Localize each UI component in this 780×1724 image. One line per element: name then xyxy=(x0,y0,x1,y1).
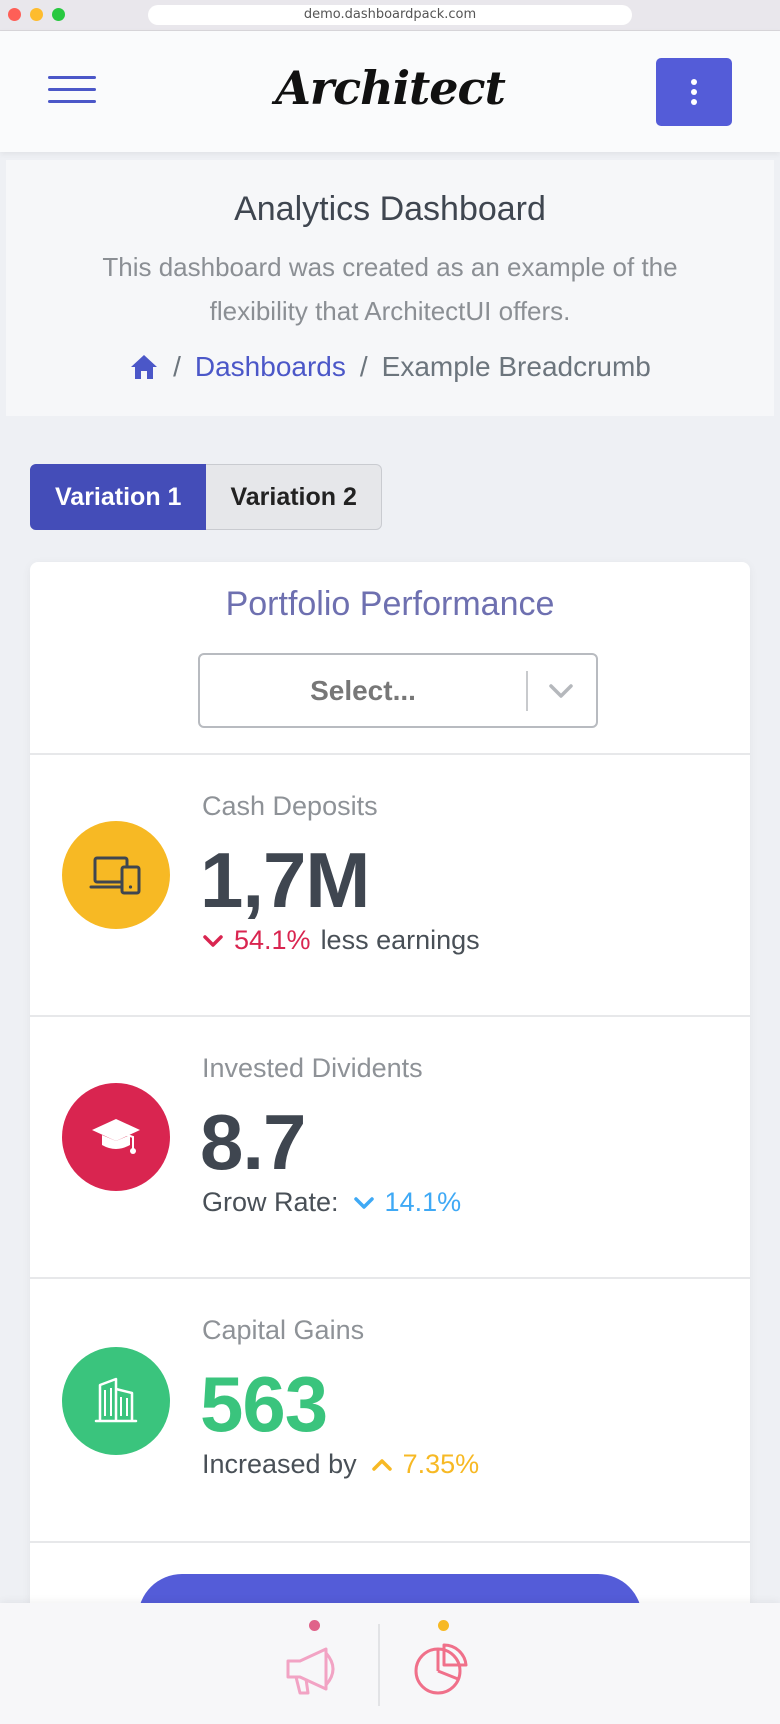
metric-change: 54.1% less earnings xyxy=(202,925,480,956)
select-placeholder: Select... xyxy=(310,675,416,706)
metric-change: Grow Rate: 14.1% xyxy=(202,1187,461,1218)
breadcrumb-separator: / xyxy=(359,351,368,382)
metric-change-value: 14.1% xyxy=(384,1187,462,1217)
metric-value: 8.7 xyxy=(200,1098,306,1186)
devices-icon xyxy=(62,821,170,929)
building-icon xyxy=(62,1347,170,1455)
portfolio-select[interactable]: Select... xyxy=(198,653,598,728)
divider xyxy=(30,1277,750,1279)
select-separator xyxy=(526,671,528,711)
metric-cash-deposits: Cash Deposits 1,7M 54.1% less earnings xyxy=(30,755,750,1017)
browser-chrome: demo.dashboardpack.com xyxy=(0,0,780,31)
page-subtitle: This dashboard was created as an example… xyxy=(102,252,678,326)
dock-separator xyxy=(378,1624,380,1706)
close-window-button[interactable] xyxy=(8,8,21,21)
more-options-button[interactable] xyxy=(656,58,732,126)
metric-capital-gains: Capital Gains 563 Increased by 7.35% xyxy=(30,1279,750,1541)
breadcrumb-current: Example Breadcrumb xyxy=(381,351,651,382)
hamburger-menu-icon[interactable] xyxy=(48,74,96,104)
page-title-block: Analytics Dashboard This dashboard was c… xyxy=(6,160,774,416)
metric-label: Cash Deposits xyxy=(202,791,378,821)
page-title: Analytics Dashboard xyxy=(234,190,546,228)
divider xyxy=(30,753,750,755)
metric-change: Increased by 7.35% xyxy=(202,1449,479,1480)
app-logo[interactable]: Architect xyxy=(275,61,506,115)
breadcrumb-link-dashboards[interactable]: Dashboards xyxy=(194,351,346,382)
app-header: Architect xyxy=(0,31,780,152)
metric-invested-dividents: Invested Dividents 8.7 Grow Rate: 14.1% xyxy=(30,1017,750,1279)
notification-dot xyxy=(309,1620,320,1631)
metric-change-value: 7.35% xyxy=(402,1449,480,1479)
megaphone-icon[interactable] xyxy=(282,1639,344,1699)
chevron-up-icon xyxy=(371,1458,392,1471)
metric-change-value: 54.1% xyxy=(234,925,311,955)
divider xyxy=(30,1541,750,1543)
divider xyxy=(30,1015,750,1017)
graduation-cap-icon xyxy=(62,1083,170,1191)
chevron-down-icon xyxy=(353,1196,374,1209)
address-bar[interactable]: demo.dashboardpack.com xyxy=(148,5,632,25)
minimize-window-button[interactable] xyxy=(30,8,43,21)
breadcrumb: / Dashboards / Example Breadcrumb xyxy=(6,351,774,383)
card-title: Portfolio Performance xyxy=(225,585,555,623)
metric-value: 563 xyxy=(200,1360,328,1448)
metric-change-suffix: less earnings xyxy=(320,925,480,955)
metric-change-prefix: Increased by xyxy=(202,1449,357,1479)
metric-label: Invested Dividents xyxy=(202,1053,423,1083)
chevron-down-icon[interactable] xyxy=(546,679,576,703)
portfolio-card: Portfolio Performance Select... Cash Dep… xyxy=(30,562,750,1724)
home-icon[interactable] xyxy=(129,353,159,381)
metric-label: Capital Gains xyxy=(202,1315,365,1345)
pie-chart-icon[interactable] xyxy=(410,1639,472,1699)
maximize-window-button[interactable] xyxy=(52,8,65,21)
notification-dot xyxy=(438,1620,449,1631)
breadcrumb-separator: / xyxy=(173,351,181,382)
tab-variation-2[interactable]: Variation 2 xyxy=(206,464,382,530)
metric-value: 1,7M xyxy=(200,836,370,924)
variation-tabs: Variation 1 Variation 2 xyxy=(30,464,382,530)
chevron-down-icon xyxy=(203,934,223,947)
metric-change-prefix: Grow Rate: xyxy=(202,1187,339,1217)
tab-variation-1[interactable]: Variation 1 xyxy=(30,464,207,530)
bottom-dock xyxy=(0,1603,780,1724)
